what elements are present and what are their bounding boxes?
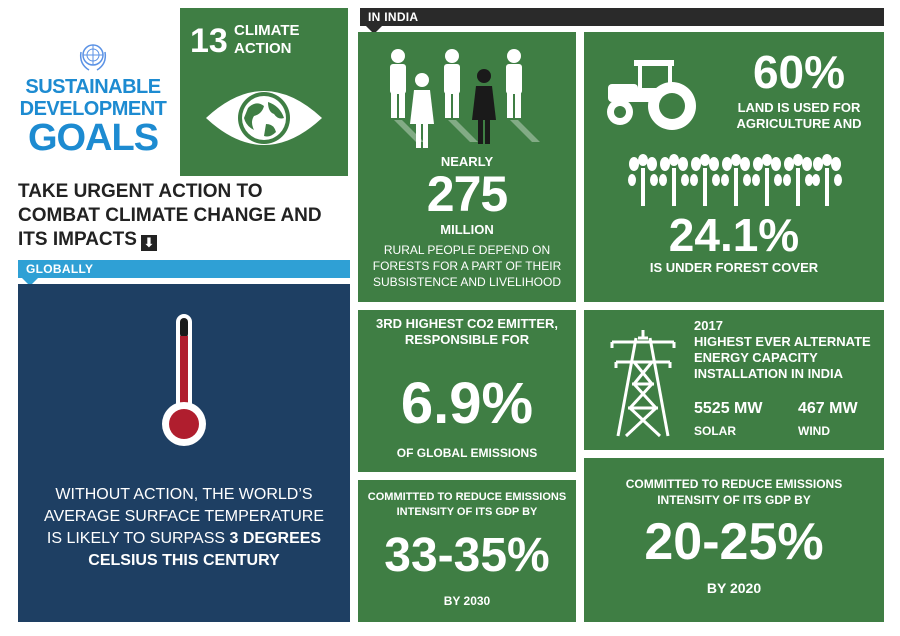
thermometer-icon — [162, 314, 206, 446]
india-bar-notch — [366, 26, 382, 34]
logo-line-sustainable: SUSTAINABLE — [25, 76, 161, 98]
power-tower-icon — [610, 330, 676, 438]
headline-text: TAKE URGENT ACTION TO COMBAT CLIMATE CHA… — [18, 181, 322, 250]
energy-year: 2017 — [694, 318, 723, 333]
page-headline: TAKE URGENT ACTION TO COMBAT CLIMATE CHA… — [18, 180, 348, 252]
forest-people-unit: MILLION — [440, 222, 494, 237]
logo-line-goals: GOALS — [27, 117, 159, 159]
forest-people-prefix: NEARLY — [440, 154, 494, 169]
forest-people-text: RURAL PEOPLE DEPEND ON FORESTS FOR A PAR… — [372, 243, 562, 289]
goal-name: CLIMATE ACTION — [234, 22, 334, 58]
goal-name-line2: ACTION — [234, 40, 292, 57]
sdg-logo: SUSTAINABLE DEVELOPMENT GOALS — [18, 40, 168, 160]
down-arrow-icon: ⬇ — [140, 235, 157, 251]
emissions-2030-tile: COMMITTED TO REDUCE EMISSIONS INTENSITY … — [358, 480, 576, 622]
forest-cover-text: IS UNDER FOREST COVER — [649, 260, 819, 275]
energy-text: HIGHEST EVER ALTERNATE ENERGY CAPACITY I… — [694, 334, 871, 381]
global-warning-text: WITHOUT ACTION, THE WORLD’S AVERAGE SURF… — [38, 484, 330, 572]
goal-13-tile: 13 CLIMATE ACTION — [180, 8, 348, 176]
emitter-head: 3RD HIGHEST CO2 EMITTER, RESPONSIBLE FOR — [375, 316, 559, 347]
goal-name-line1: CLIMATE — [234, 22, 300, 39]
solar-label: SOLAR — [694, 424, 736, 438]
global-text-main: WITHOUT ACTION, THE WORLD’S AVERAGE SURF… — [43, 486, 325, 547]
un-emblem-icon — [79, 44, 107, 71]
global-panel: WITHOUT ACTION, THE WORLD’S AVERAGE SURF… — [18, 284, 350, 622]
wind-value: 467 MW — [798, 400, 858, 417]
agriculture-value: 60% — [752, 46, 846, 98]
tractor-icon — [607, 60, 696, 130]
emissions-2030-foot: BY 2030 — [443, 594, 491, 608]
people-icon — [390, 49, 540, 148]
global-text-bold: 3 DEGREES CELSIUS THIS CENTURY — [88, 530, 322, 569]
emitter-value: 6.9% — [400, 371, 534, 436]
globally-bar-notch — [22, 278, 38, 286]
emissions-2020-tile: COMMITTED TO REDUCE EMISSIONS INTENSITY … — [584, 458, 884, 622]
solar-value: 5525 MW — [694, 400, 763, 417]
emissions-2020-foot: BY 2020 — [706, 580, 762, 596]
energy-tile: 2017 HIGHEST EVER ALTERNATE ENERGY CAPAC… — [584, 310, 884, 450]
emissions-2030-value: 33-35% — [384, 529, 550, 582]
emissions-2020-value: 20-25% — [644, 513, 824, 571]
forest-people-value: 275 — [426, 166, 508, 222]
emissions-2030-head: COMMITTED TO REDUCE EMISSIONS INTENSITY … — [367, 491, 567, 518]
emitter-foot: OF GLOBAL EMISSIONS — [396, 446, 538, 460]
trees-icon — [628, 154, 842, 206]
india-section-bar: IN INDIA — [360, 8, 884, 26]
forest-people-tile: NEARLY 275 MILLION RURAL PEOPLE DEPEND O… — [358, 32, 576, 302]
emissions-2020-head: COMMITTED TO REDUCE EMISSIONS INTENSITY … — [625, 477, 843, 507]
wind-label: WIND — [798, 424, 830, 438]
eye-globe-icon — [206, 91, 322, 145]
emitter-tile: 3RD HIGHEST CO2 EMITTER, RESPONSIBLE FOR… — [358, 310, 576, 472]
globally-section-bar: GLOBALLY — [18, 260, 350, 278]
goal-number: 13 — [190, 22, 228, 60]
logo-line-development: DEVELOPMENT — [19, 98, 167, 120]
agriculture-text: LAND IS USED FOR AGRICULTURE AND — [736, 100, 862, 131]
forest-cover-value: 24.1% — [668, 209, 800, 261]
land-use-tile: 60% LAND IS USED FOR AGRICULTURE AND 24.… — [584, 32, 884, 302]
